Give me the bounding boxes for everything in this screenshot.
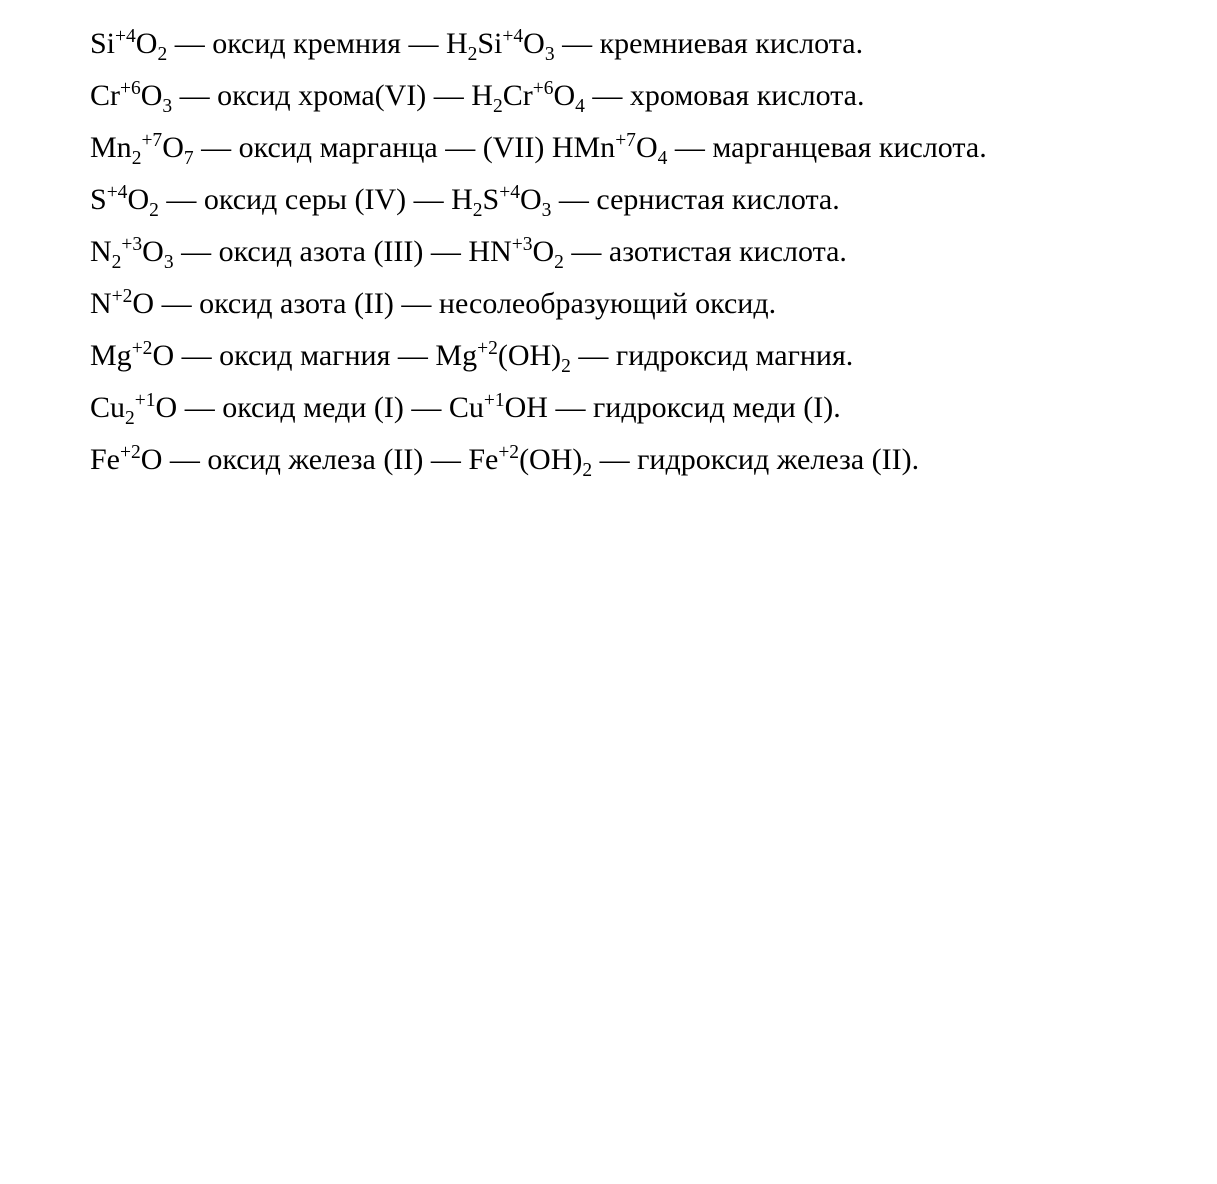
oxide-name: оксид магния bbox=[219, 339, 390, 372]
oxide-name: оксид азота (III) bbox=[219, 235, 424, 268]
oxide-formula: Cr+6O3 bbox=[90, 79, 172, 112]
product-formula: H2S+4O3 bbox=[451, 183, 551, 216]
product-formula: Fe+2(OH)2 bbox=[468, 443, 592, 476]
entry-1: Cr+6O3 — оксид хрома(VI) — H2Cr+6O4 — хр… bbox=[30, 72, 1187, 120]
oxide-formula: Cu2+1O bbox=[90, 391, 177, 424]
product-formula: Cu+1OH bbox=[449, 391, 548, 424]
product-name: кремниевая кислота. bbox=[600, 27, 864, 60]
oxide-name: оксид меди (I) bbox=[222, 391, 404, 424]
oxide-formula: N2+3O3 bbox=[90, 235, 174, 268]
oxide-formula: Si+4O2 bbox=[90, 27, 167, 60]
product-name: сернистая кислота. bbox=[596, 183, 839, 216]
oxide-name: оксид железа (II) bbox=[207, 443, 423, 476]
entry-8: Fe+2O — оксид железа (II) — Fe+2(OH)2 — … bbox=[30, 436, 1187, 484]
product-formula: Mg+2(OH)2 bbox=[435, 339, 571, 372]
product-name: гидроксид магния. bbox=[616, 339, 853, 372]
oxide-name: оксид марганца bbox=[239, 131, 438, 164]
oxide-name: оксид азота (II) bbox=[199, 287, 394, 320]
entry-5: N+2O — оксид азота (II) — несолеобразующ… bbox=[30, 280, 1187, 328]
oxide-formula: Fe+2O bbox=[90, 443, 162, 476]
entry-2: Mn2+7O7 — оксид марганца — (VII) HMn+7O4… bbox=[30, 124, 1187, 172]
product-name: несолеобразующий оксид. bbox=[439, 287, 776, 320]
product-name: гидроксид меди (I). bbox=[593, 391, 841, 424]
product-formula: (VII) HMn+7O4 bbox=[483, 131, 668, 164]
product-formula: HN+3O2 bbox=[468, 235, 564, 268]
entry-0: Si+4O2 — оксид кремния — H2Si+4O3 — крем… bbox=[30, 20, 1187, 68]
product-name: хромовая кислота. bbox=[630, 79, 865, 112]
oxide-name: оксид хрома(VI) bbox=[217, 79, 426, 112]
product-formula: H2Cr+6O4 bbox=[471, 79, 585, 112]
entry-3: S+4O2 — оксид серы (IV) — H2S+4O3 — серн… bbox=[30, 176, 1187, 224]
oxide-formula: N+2O bbox=[90, 287, 154, 320]
oxide-name: оксид кремния bbox=[212, 27, 401, 60]
watermark-text: 5terka.com bbox=[0, 1095, 4, 1144]
product-formula: H2Si+4O3 bbox=[446, 27, 555, 60]
product-name: гидроксид железа (II). bbox=[637, 443, 919, 476]
entry-7: Cu2+1O — оксид меди (I) — Cu+1OH — гидро… bbox=[30, 384, 1187, 432]
product-name: марганцевая кислота. bbox=[712, 131, 986, 164]
oxide-name: оксид серы (IV) bbox=[204, 183, 406, 216]
oxide-formula: Mn2+7O7 bbox=[90, 131, 194, 164]
oxide-formula: Mg+2O bbox=[90, 339, 174, 372]
entry-4: N2+3O3 — оксид азота (III) — HN+3O2 — аз… bbox=[30, 228, 1187, 276]
oxide-formula: S+4O2 bbox=[90, 183, 159, 216]
product-name: азотистая кислота. bbox=[609, 235, 847, 268]
chemistry-text: Si+4O2 — оксид кремния — H2Si+4O3 — крем… bbox=[30, 20, 1187, 484]
entry-6: Mg+2O — оксид магния — Mg+2(OH)2 — гидро… bbox=[30, 332, 1187, 380]
